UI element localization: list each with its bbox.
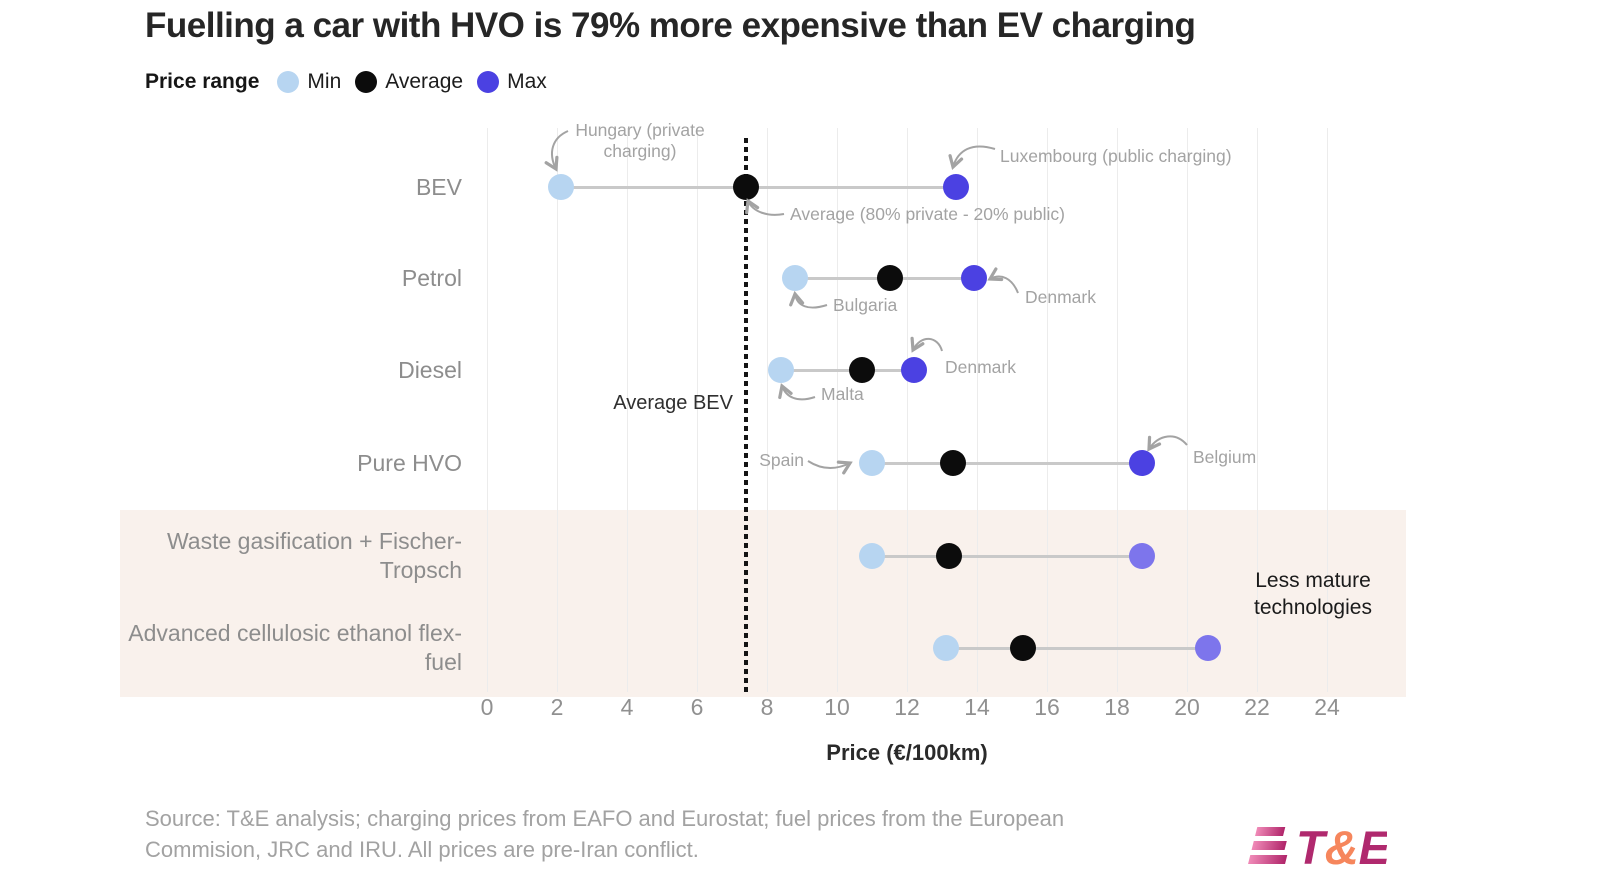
annotation-denmark-petrol: Denmark <box>1025 287 1096 307</box>
range-connector <box>872 461 1142 465</box>
range-connector <box>872 554 1142 558</box>
te-logo-stripes-icon <box>1248 827 1288 864</box>
source-note: Source: T&E analysis; charging prices fr… <box>145 803 1225 865</box>
gridline <box>766 128 768 692</box>
annotation-avg-mix: Average (80% private - 20% public) <box>790 204 1065 224</box>
max-dot <box>1195 635 1221 661</box>
min-dot <box>547 174 574 200</box>
min-dot <box>782 265 808 291</box>
legend: Price range Min Average Max <box>145 70 547 94</box>
legend-item-label: Max <box>507 70 547 93</box>
x-axis-title: Price (€/100km) <box>826 740 988 765</box>
x-tick-label: 20 <box>1174 694 1200 720</box>
annotation-belgium: Belgium <box>1193 447 1257 467</box>
reference-line-label: Average BEV <box>613 392 733 414</box>
te-logo: T&E <box>1248 821 1387 871</box>
annotation-arrow-luxembourg <box>948 145 996 170</box>
gridline <box>486 128 488 692</box>
range-connector <box>781 368 914 372</box>
category-label: Petrol <box>401 264 462 291</box>
gridline <box>836 128 838 692</box>
average-dot <box>848 357 875 383</box>
legend-item-max: Max <box>477 70 547 94</box>
chart-title: Fuelling a car with HVO is 79% more expe… <box>145 6 1196 45</box>
max-dot <box>943 174 969 200</box>
gridline <box>976 128 978 692</box>
category-label: Advanced cellulosic ethanol flex-fuel <box>128 620 462 675</box>
legend-item-label: Average <box>385 70 464 93</box>
gridline <box>626 128 628 692</box>
legend-item-min: Min <box>277 70 341 94</box>
x-tick-label: 2 <box>550 694 564 720</box>
annotation-malta: Malta <box>821 384 864 404</box>
legend-item-average: Average <box>355 70 463 94</box>
annotation-arrow-belgium <box>1147 435 1188 452</box>
category-label: Pure HVO <box>357 449 462 476</box>
average-dot <box>1009 635 1036 661</box>
average-dot <box>936 543 962 569</box>
x-tick-label: 18 <box>1104 694 1130 720</box>
min-dot <box>932 635 959 661</box>
average-dot <box>733 174 759 200</box>
annotation-arrow-denmark-petrol <box>987 267 1019 294</box>
source-line-1: Source: T&E analysis; charging prices fr… <box>145 806 1065 831</box>
x-tick-label: 12 <box>894 694 920 720</box>
min-dot <box>859 543 885 569</box>
x-tick-label: 22 <box>1244 694 1270 720</box>
max-legend-dot-icon <box>477 71 500 93</box>
source-line-2: Commision, JRC and IRU. All prices are p… <box>145 837 699 862</box>
max-dot <box>1128 543 1155 569</box>
gridline <box>1326 128 1328 692</box>
gridline <box>696 128 698 692</box>
te-logo-text: T&E <box>1296 821 1387 871</box>
annotation-luxembourg: Luxembourg (public charging) <box>1000 146 1232 166</box>
x-tick-label: 0 <box>480 694 494 720</box>
legend-title: Price range <box>145 70 260 93</box>
annotation-spain: Spain <box>759 450 804 470</box>
min-dot <box>859 450 885 476</box>
max-dot <box>960 265 987 291</box>
category-label: BEV <box>415 173 462 200</box>
annotation-arrow-bulgaria <box>789 290 828 309</box>
less-mature-band <box>120 510 1406 697</box>
max-dot <box>1128 450 1155 476</box>
category-label: Diesel <box>398 356 462 383</box>
gridline <box>556 128 558 692</box>
max-dot <box>901 357 927 383</box>
x-tick-label: 16 <box>1034 694 1060 720</box>
annotation-arrow-malta <box>778 383 816 401</box>
range-connector <box>945 646 1208 650</box>
category-label: Waste gasification + Fischer-Tropsch <box>166 528 462 583</box>
gridline <box>1116 128 1118 692</box>
annotation-arrow-spain <box>807 460 853 475</box>
annotation-denmark-diesel: Denmark <box>945 357 1016 377</box>
x-tick-label: 6 <box>690 694 704 720</box>
average-legend-dot-icon <box>355 71 378 93</box>
x-tick-label: 4 <box>620 694 634 720</box>
min-legend-dot-icon <box>277 71 300 93</box>
min-dot <box>768 357 794 383</box>
annotation-hungary: Hungary (private charging) <box>575 120 705 161</box>
gridline <box>906 128 908 692</box>
x-tick-label: 14 <box>964 694 990 720</box>
annotation-bulgaria: Bulgaria <box>833 295 898 315</box>
gridline <box>1186 128 1188 692</box>
x-tick-label: 8 <box>760 694 774 720</box>
average-bev-reference-line <box>744 138 748 692</box>
gridline <box>1256 128 1258 692</box>
x-tick-label: 10 <box>824 694 850 720</box>
legend-item-label: Min <box>307 70 342 93</box>
average-dot <box>939 450 966 476</box>
annotation-arrow-denmark-diesel <box>910 336 943 353</box>
average-dot <box>876 265 903 291</box>
x-tick-label: 24 <box>1314 694 1340 720</box>
less-mature-band-label: Less mature technologies <box>1254 569 1372 619</box>
gridline <box>1046 128 1048 692</box>
